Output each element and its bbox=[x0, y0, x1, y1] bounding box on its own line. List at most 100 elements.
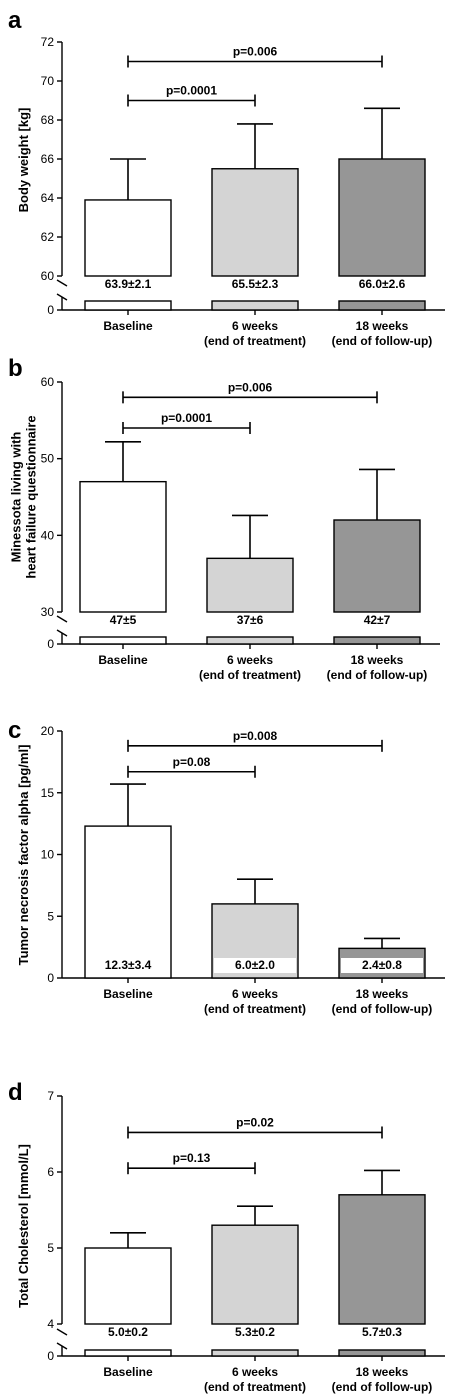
p-value-label: p=0.006 bbox=[233, 45, 278, 59]
y-tick-label: 62 bbox=[41, 230, 55, 244]
value-label: 47±5 bbox=[110, 613, 137, 627]
y-tick-label: 10 bbox=[41, 848, 55, 862]
axis-break-mark bbox=[56, 615, 68, 623]
category-label: Baseline bbox=[103, 987, 153, 1001]
y-axis-label: heart failure questionnaire bbox=[24, 415, 39, 578]
category-label: 6 weeks bbox=[232, 319, 278, 333]
panel-a: a 60 62 64 66 68 70 72 0 63.9±2.1 Baseline 65.5±2.3… bbox=[8, 7, 445, 348]
p-value-label: p=0.006 bbox=[228, 380, 273, 394]
bar-lower-segment bbox=[333, 636, 421, 645]
category-label: (end of treatment) bbox=[204, 1002, 306, 1016]
y-tick-label: 30 bbox=[41, 605, 55, 619]
bar-lower-segment bbox=[206, 636, 294, 645]
y-tick-label: 72 bbox=[41, 35, 55, 49]
value-label-bg bbox=[336, 613, 418, 628]
y-tick-label: 70 bbox=[41, 74, 55, 88]
value-label: 5.7±0.3 bbox=[362, 1325, 402, 1339]
y-tick-label: 15 bbox=[41, 786, 55, 800]
y-tick-label: 60 bbox=[41, 375, 55, 389]
bar bbox=[84, 825, 172, 979]
bar bbox=[211, 1224, 299, 1325]
category-label: 6 weeks bbox=[227, 653, 273, 667]
value-label: 6.0±2.0 bbox=[235, 958, 275, 972]
category-label: (end of treatment) bbox=[199, 668, 301, 682]
bar-lower-segment bbox=[79, 636, 167, 645]
y-tick-label-zero: 0 bbox=[47, 1349, 54, 1363]
value-label: 66.0±2.6 bbox=[359, 277, 406, 291]
y-tick-label: 4 bbox=[47, 1317, 54, 1331]
panel-letter: c bbox=[8, 717, 21, 744]
value-label-bg bbox=[87, 277, 169, 292]
category-label: 6 weeks bbox=[232, 987, 278, 1001]
value-label-bg bbox=[341, 277, 423, 292]
category-label: 18 weeks bbox=[356, 319, 409, 333]
bar-lower-segment bbox=[211, 300, 299, 311]
value-label-bg bbox=[87, 958, 169, 973]
y-tick-label: 40 bbox=[41, 528, 55, 542]
p-value-label: p=0.0001 bbox=[166, 84, 217, 98]
category-label: 18 weeks bbox=[351, 653, 404, 667]
y-tick-label: 7 bbox=[47, 1089, 54, 1103]
panel-letter: a bbox=[8, 7, 22, 34]
p-value-label: p=0.0001 bbox=[161, 411, 212, 425]
category-label: Baseline bbox=[103, 1365, 153, 1379]
bar bbox=[333, 519, 421, 613]
y-tick-label: 6 bbox=[47, 1165, 54, 1179]
category-label: (end of treatment) bbox=[204, 334, 306, 348]
value-label-bg bbox=[214, 277, 296, 292]
value-label: 12.3±3.4 bbox=[105, 958, 152, 972]
bar bbox=[79, 480, 167, 613]
value-label-bg bbox=[341, 1325, 423, 1340]
category-label: (end of follow-up) bbox=[332, 1380, 433, 1394]
category-label: 18 weeks bbox=[356, 1365, 409, 1379]
bar bbox=[211, 168, 299, 277]
category-label: (end of treatment) bbox=[204, 1380, 306, 1394]
y-tick-label: 60 bbox=[41, 269, 55, 283]
value-label: 37±6 bbox=[237, 613, 264, 627]
p-value-label: p=0.13 bbox=[173, 1151, 211, 1165]
value-label: 63.9±2.1 bbox=[105, 277, 152, 291]
value-label: 5.0±0.2 bbox=[108, 1325, 148, 1339]
category-label: Baseline bbox=[98, 653, 148, 667]
value-label-bg bbox=[209, 613, 291, 628]
category-label: (end of follow-up) bbox=[332, 1002, 433, 1016]
panel-letter: d bbox=[8, 1079, 23, 1106]
category-label: Baseline bbox=[103, 319, 153, 333]
bar-lower-segment bbox=[84, 300, 172, 311]
y-axis-label: Tumor necrosis factor alpha [pg/ml] bbox=[16, 745, 31, 966]
value-label: 5.3±0.2 bbox=[235, 1325, 275, 1339]
y-tick-label: 66 bbox=[41, 152, 55, 166]
category-label: (end of follow-up) bbox=[332, 334, 433, 348]
bar bbox=[338, 1194, 426, 1325]
bar bbox=[206, 557, 294, 613]
p-value-label: p=0.008 bbox=[233, 729, 278, 743]
y-tick-label: 50 bbox=[41, 452, 55, 466]
p-value-label: p=0.08 bbox=[173, 755, 211, 769]
y-tick-label-zero: 0 bbox=[47, 637, 54, 651]
y-axis-label: Body weight [kg] bbox=[16, 108, 31, 213]
bar-lower-segment bbox=[84, 1349, 172, 1357]
y-tick-label: 20 bbox=[41, 724, 55, 738]
axis-break-mark bbox=[56, 1328, 68, 1336]
value-label: 2.4±0.8 bbox=[362, 958, 402, 972]
category-label: 6 weeks bbox=[232, 1365, 278, 1379]
y-axis-label: Total Cholesterol [mmol/L] bbox=[16, 1144, 31, 1308]
value-label-bg bbox=[82, 613, 164, 628]
bar-lower-segment bbox=[338, 1349, 426, 1357]
panel-b: b 30 40 50 60 0 47±5 Baseline 37±6 6 weeks(end of… bbox=[8, 355, 440, 682]
value-label-bg bbox=[341, 958, 423, 973]
y-tick-label-zero: 0 bbox=[47, 303, 54, 317]
y-tick-label: 68 bbox=[41, 113, 55, 127]
bar bbox=[84, 1247, 172, 1325]
category-label: 18 weeks bbox=[356, 987, 409, 1001]
bar bbox=[338, 158, 426, 277]
value-label-bg bbox=[87, 1325, 169, 1340]
axis-break-mark bbox=[56, 279, 68, 287]
bar-lower-segment bbox=[211, 1349, 299, 1357]
y-tick-label: 5 bbox=[47, 909, 54, 923]
panel-letter: b bbox=[8, 355, 23, 382]
value-label: 65.5±2.3 bbox=[232, 277, 279, 291]
